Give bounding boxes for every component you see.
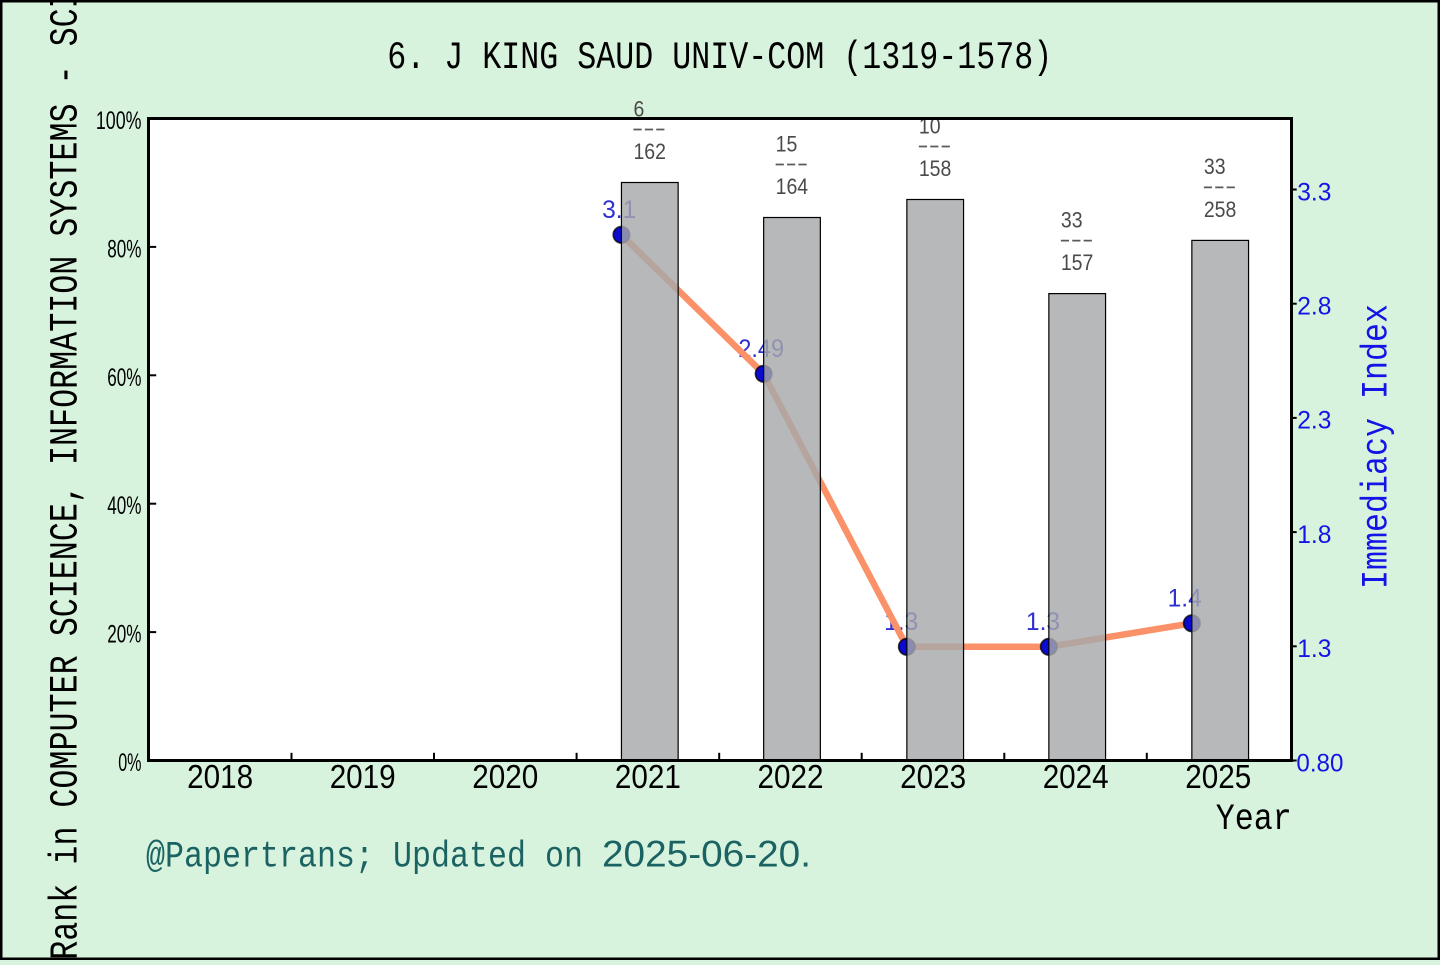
svg-text:157: 157 [1061, 250, 1094, 275]
svg-text:0%: 0% [118, 749, 141, 777]
svg-text:80%: 80% [107, 235, 141, 263]
svg-text:2020: 2020 [472, 758, 538, 795]
svg-text:3.3: 3.3 [1297, 178, 1331, 206]
svg-text:6.: 6. [387, 36, 425, 80]
svg-text:COMPUTER: COMPUTER [45, 655, 90, 807]
svg-text:162: 162 [633, 139, 666, 164]
svg-text:Index: Index [1357, 304, 1399, 399]
svg-text:2018: 2018 [187, 758, 253, 795]
svg-text:SAUD: SAUD [577, 36, 653, 80]
svg-text:Year: Year [1216, 799, 1292, 841]
svg-text:SYSTEMS: SYSTEMS [45, 104, 90, 237]
svg-text:158: 158 [919, 156, 952, 181]
svg-text:Rank: Rank [45, 884, 90, 960]
svg-text:0.80: 0.80 [1296, 749, 1343, 777]
svg-text:6: 6 [633, 96, 644, 121]
svg-text:20%: 20% [107, 621, 141, 649]
svg-text:UNIV-COM: UNIV-COM [672, 36, 824, 80]
svg-text:60%: 60% [107, 364, 141, 392]
svg-text:33: 33 [1061, 207, 1083, 232]
svg-text:Immediacy: Immediacy [1357, 418, 1399, 589]
svg-text:2.8: 2.8 [1297, 293, 1331, 321]
svg-text:2025-06-20.: 2025-06-20. [602, 834, 811, 875]
svg-text:SCIENCE,: SCIENCE, [45, 484, 90, 636]
svg-text:1.8: 1.8 [1297, 521, 1331, 549]
svg-text:Updated: Updated [393, 837, 526, 879]
svg-text:100%: 100% [96, 107, 142, 135]
svg-text:2.3: 2.3 [1297, 407, 1331, 435]
svg-text:15: 15 [776, 131, 798, 156]
svg-text:2023: 2023 [900, 758, 966, 795]
svg-text:2021: 2021 [615, 758, 681, 795]
svg-text:2024: 2024 [1043, 758, 1109, 795]
svg-text:40%: 40% [107, 492, 141, 520]
svg-text:33: 33 [1204, 154, 1226, 179]
svg-text:KING: KING [482, 36, 558, 80]
svg-text:2022: 2022 [758, 758, 824, 795]
svg-text:J: J [444, 36, 463, 80]
svg-text:on: on [545, 837, 583, 879]
svg-text:164: 164 [776, 174, 809, 199]
svg-text:258: 258 [1204, 197, 1237, 222]
svg-text:in: in [45, 827, 90, 865]
svg-text:SCIE: SCIE [45, 0, 90, 46]
svg-text:INFORMATION: INFORMATION [45, 256, 90, 465]
svg-text:-: - [45, 65, 90, 84]
svg-text:(1319-1578): (1319-1578) [843, 36, 1052, 80]
svg-text:2025: 2025 [1185, 758, 1251, 795]
svg-text:2019: 2019 [330, 758, 396, 795]
svg-text:@Papertrans;: @Papertrans; [146, 837, 374, 879]
svg-text:1.3: 1.3 [1297, 635, 1331, 663]
